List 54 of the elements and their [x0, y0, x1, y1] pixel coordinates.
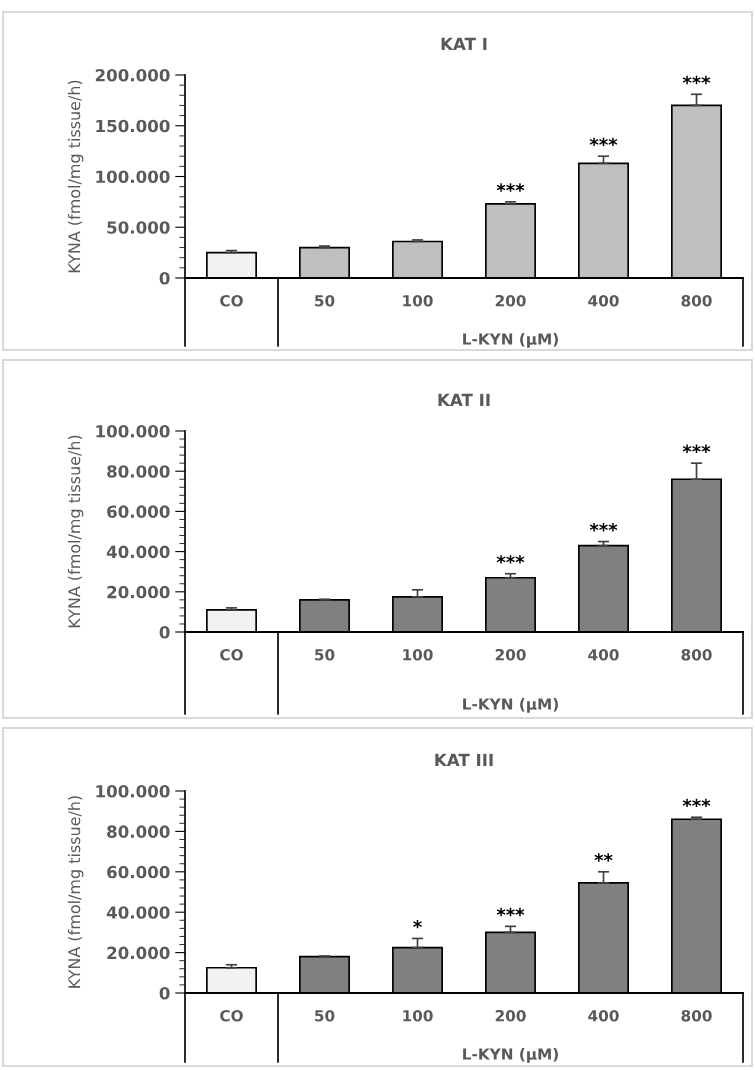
- y-tick-label: 20.000: [107, 585, 170, 599]
- y-tick-label: 80.000: [107, 825, 170, 838]
- chart-title: KAT III: [435, 753, 493, 766]
- x-tick-label: 50: [315, 1009, 335, 1022]
- annotation: ***: [682, 798, 711, 808]
- x-tick-label: 100: [403, 648, 433, 661]
- x-tick-label: 400: [588, 1009, 619, 1022]
- y-tick-label: 40.000: [106, 906, 170, 919]
- x-tick-label: 100: [403, 294, 433, 307]
- y-tick-label: 100.000: [96, 424, 170, 438]
- x-tick-label: 400: [588, 294, 619, 307]
- annotation: ***: [496, 907, 525, 917]
- y-tick-label: 60.000: [107, 865, 170, 879]
- x-axis-title: L-KYN (µM): [463, 1048, 558, 1063]
- y-tick-label: 0: [159, 625, 170, 639]
- y-tick-label: 80.000: [107, 465, 170, 478]
- annotation: *: [413, 919, 422, 929]
- x-tick-label: 50: [315, 648, 335, 661]
- x-tick-label: 800: [681, 648, 712, 661]
- y-tick-label: 100.000: [96, 784, 170, 798]
- y-tick-label: 100.000: [96, 170, 170, 184]
- x-tick-label: 200: [495, 294, 526, 307]
- chart-title: KAT II: [438, 393, 490, 406]
- y-tick-label: 150.000: [96, 119, 170, 133]
- x-tick-label: 50: [315, 294, 335, 307]
- x-tick-label: 800: [681, 294, 712, 307]
- x-axis-title: L-KYN (µM): [463, 333, 558, 348]
- y-tick-label: 50.000: [107, 221, 170, 234]
- x-axis-title: L-KYN (µM): [463, 698, 558, 713]
- annotation: ***: [682, 75, 711, 85]
- y-tick-label: 0: [159, 271, 170, 285]
- y-tick-label: 40.000: [106, 545, 170, 559]
- x-tick-label: 200: [495, 648, 526, 661]
- y-tick-label: 200.000: [95, 68, 170, 82]
- x-tick-label: CO: [220, 648, 243, 661]
- y-tick-label: 20.000: [107, 946, 170, 960]
- x-tick-label: CO: [220, 294, 243, 307]
- y-axis-title: KYNA (fmol/mg tissue/h): [67, 796, 84, 988]
- annotation: ***: [682, 444, 711, 453]
- x-tick-label: 200: [495, 1009, 526, 1022]
- annotation: ***: [589, 523, 618, 532]
- y-axis-title: KYNA (fmol/mg tissue/h): [67, 80, 84, 273]
- x-tick-label: CO: [220, 1009, 243, 1022]
- annotation: ***: [496, 555, 525, 564]
- annotation: ***: [589, 137, 618, 147]
- y-tick-label: 0: [159, 986, 170, 1000]
- chart-title: KAT I: [441, 37, 487, 50]
- annotation: **: [594, 853, 613, 862]
- x-tick-label: 800: [681, 1009, 712, 1022]
- x-tick-label: 400: [588, 648, 619, 661]
- annotation: ***: [496, 183, 525, 192]
- y-tick-label: 60.000: [107, 505, 170, 518]
- x-tick-label: 100: [403, 1009, 433, 1022]
- y-axis-title: KYNA (fmol/mg tissue/h): [67, 435, 84, 628]
